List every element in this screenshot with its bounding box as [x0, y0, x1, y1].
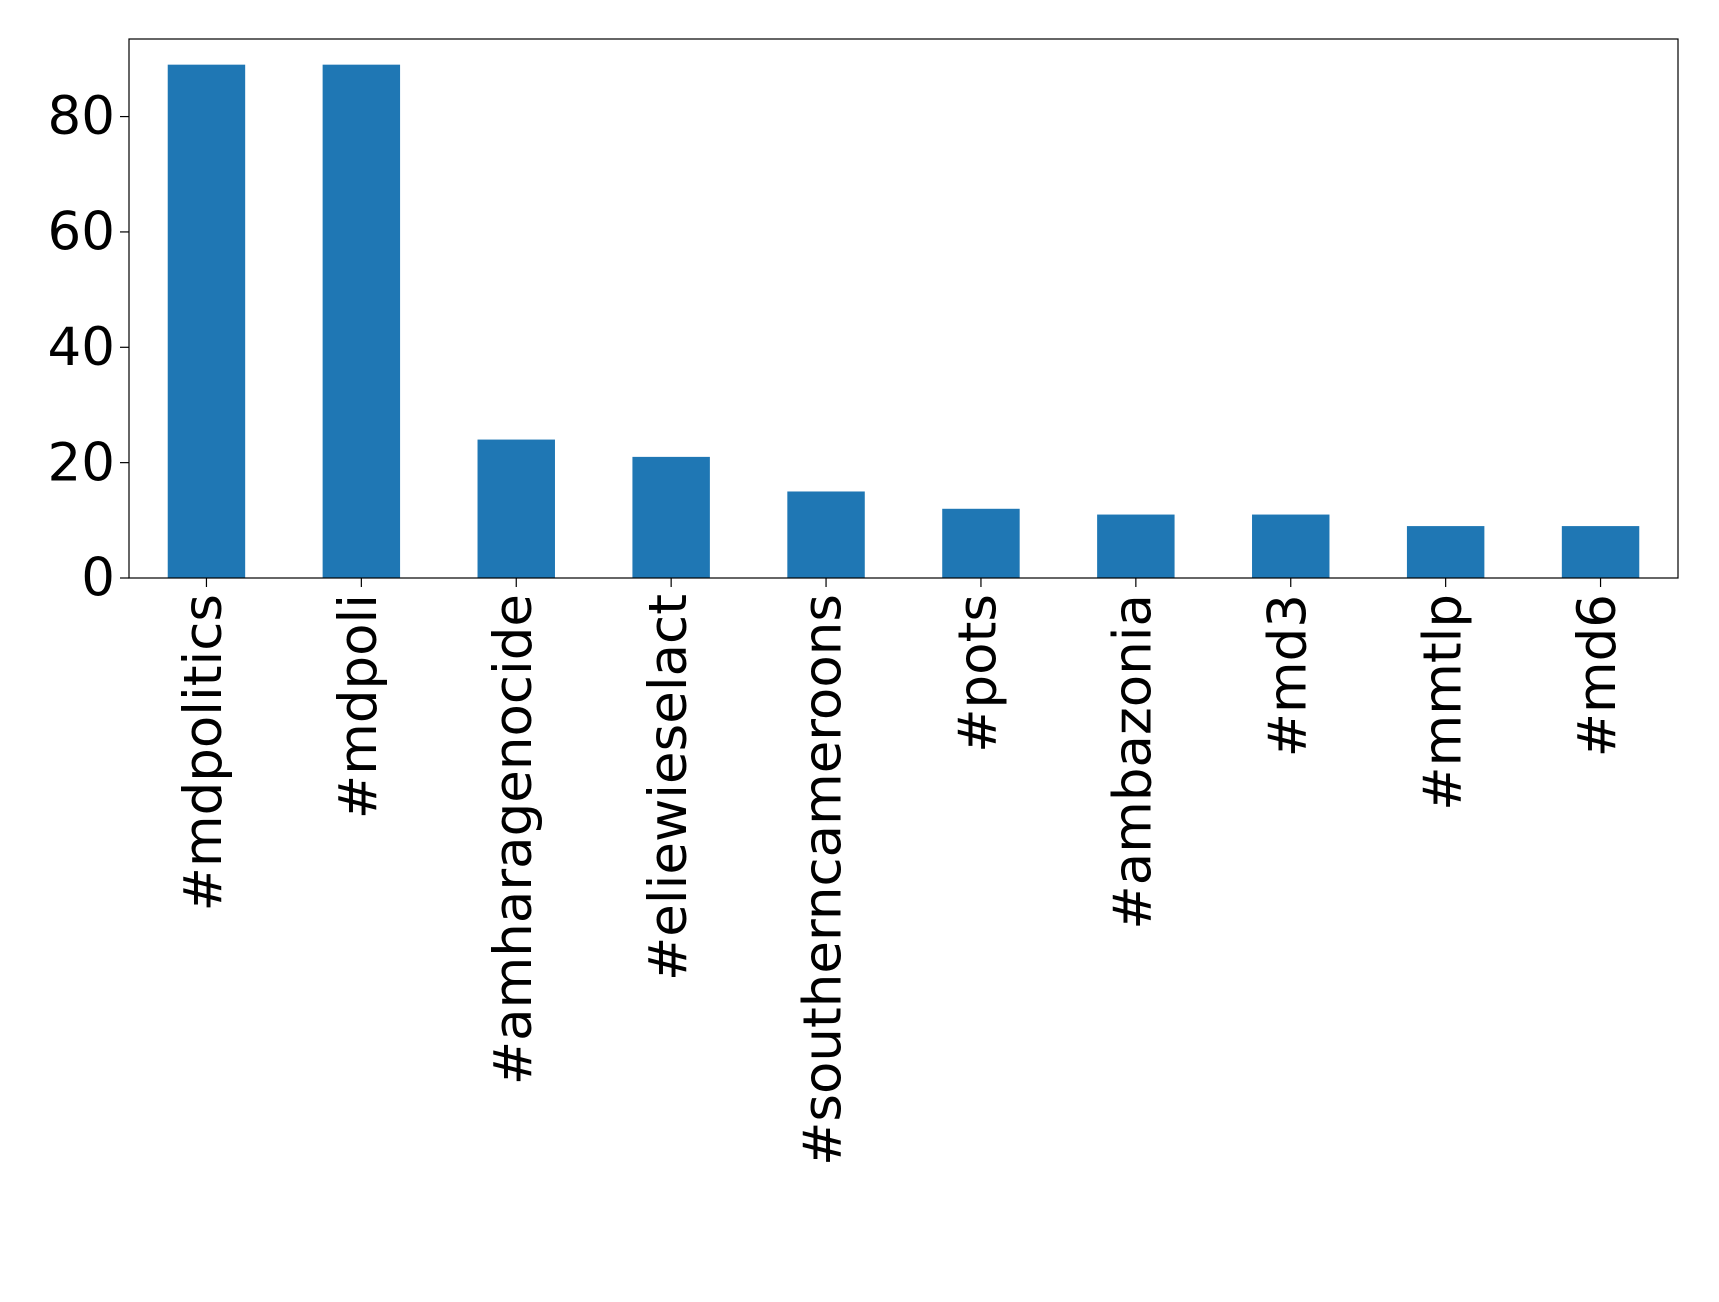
axes-frame [128, 38, 1679, 579]
bar [322, 64, 401, 578]
x-tick-label: #southerncameroons [793, 594, 854, 1166]
bar [942, 508, 1020, 578]
x-tick-label: #amharagenocide [483, 594, 544, 1085]
bar [1252, 514, 1330, 578]
bar [1561, 526, 1640, 578]
x-tick-label: #eliewieselact [638, 594, 699, 981]
bar [787, 491, 865, 578]
x-tick-label: #mmtlp [1412, 594, 1473, 811]
bar [632, 456, 710, 578]
y-tick-label: 20 [48, 432, 115, 493]
bar [1406, 526, 1485, 578]
y-tick-label: 80 [48, 86, 115, 147]
x-tick-label: #md6 [1567, 594, 1628, 757]
x-tick-label: #mdpoli [328, 594, 389, 819]
y-tick-label: 40 [48, 317, 115, 378]
bar [1097, 514, 1175, 578]
y-tick-label: 0 [81, 548, 115, 609]
y-tick-label: 60 [48, 202, 115, 263]
x-tick-label: #md3 [1257, 594, 1318, 757]
bar [167, 64, 246, 578]
x-tick-label: #mdpolitics [173, 594, 234, 911]
x-tick-label: #ambazonia [1102, 594, 1163, 930]
bar [477, 439, 555, 578]
x-tick-label: #pots [948, 594, 1009, 753]
